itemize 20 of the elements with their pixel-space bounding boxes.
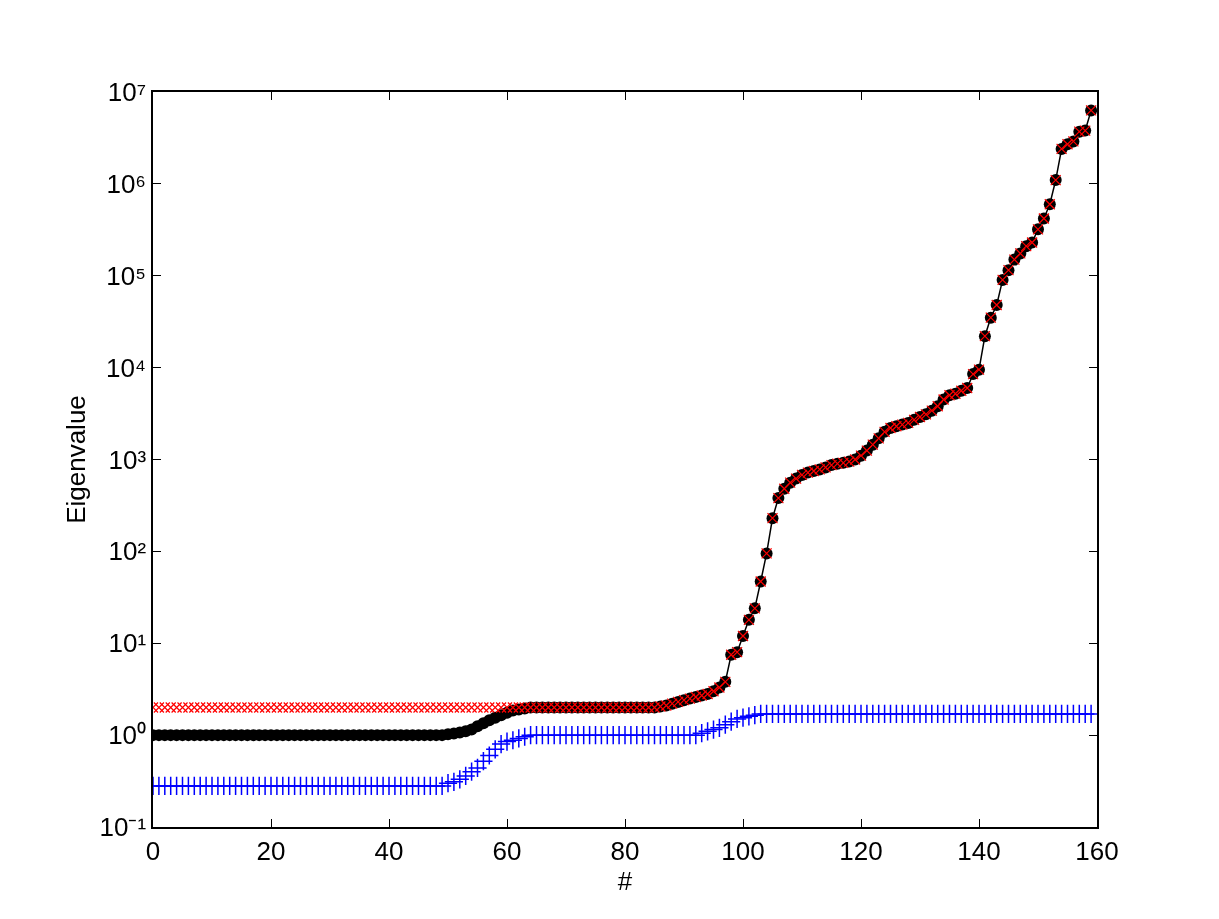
- y-tick-label: 10⁻¹: [99, 812, 147, 843]
- y-tick-label: 10⁶: [106, 168, 147, 199]
- x-tick-label: 120: [839, 835, 883, 866]
- x-tick-label: 60: [492, 835, 522, 866]
- x-tick-label: 0: [145, 835, 161, 866]
- y-axis-title: Eigenvalue: [61, 395, 92, 524]
- x-tick-label: 160: [1075, 835, 1119, 866]
- y-tick-label: 10³: [108, 444, 147, 475]
- x-tick-label: 80: [610, 835, 640, 866]
- x-axis-title: #: [617, 865, 633, 896]
- y-tick-label: 10⁵: [106, 260, 147, 291]
- x-tick-label: 40: [374, 835, 404, 866]
- y-tick-label: 10⁰: [108, 720, 147, 751]
- y-tick-label: 10²: [108, 536, 147, 567]
- y-tick-label: 10⁷: [107, 77, 147, 108]
- x-tick-label: 100: [721, 835, 765, 866]
- x-tick-label: 20: [256, 835, 286, 866]
- y-tick-label: 10¹: [108, 628, 147, 659]
- y-tick-label: 10⁴: [105, 352, 147, 383]
- x-tick-label: 140: [957, 835, 1001, 866]
